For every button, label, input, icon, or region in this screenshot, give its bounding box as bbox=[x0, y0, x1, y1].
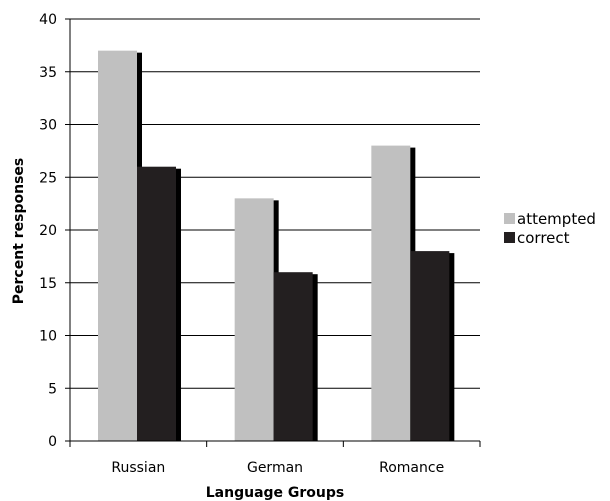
y-tick-label-35: 35 bbox=[39, 65, 57, 81]
bar-attempted-russian bbox=[98, 50, 137, 442]
legend-label-correct: correct bbox=[517, 229, 570, 247]
bar-correct-russian bbox=[137, 166, 176, 441]
y-tick-label-25: 25 bbox=[39, 170, 57, 186]
legend-swatch-attempted bbox=[504, 213, 515, 224]
bar-attempted-romance bbox=[371, 145, 411, 441]
y-tick-label-10: 10 bbox=[39, 329, 57, 345]
x-tick-label-german: German bbox=[247, 460, 303, 476]
bars bbox=[98, 50, 455, 442]
bar-shadow-correct-german bbox=[311, 274, 318, 441]
x-tick-labels: Russian German Romance bbox=[111, 460, 444, 476]
y-tick-label-15: 15 bbox=[39, 276, 57, 292]
y-tick-label-5: 5 bbox=[48, 381, 57, 397]
bar-shadow-correct-russian bbox=[175, 168, 181, 441]
y-axis-title: Percent responses bbox=[11, 158, 27, 305]
y-tick-labels: 0 5 10 15 20 25 30 35 40 bbox=[39, 12, 57, 450]
legend-label-attempted: attempted bbox=[517, 210, 596, 228]
bar-correct-german bbox=[273, 272, 313, 441]
x-tick-label-russian: Russian bbox=[111, 460, 165, 476]
bar-correct-romance bbox=[410, 251, 450, 441]
bar-shadow-correct-romance bbox=[448, 253, 455, 441]
y-tick-label-0: 0 bbox=[48, 434, 57, 450]
bar-attempted-german bbox=[234, 198, 274, 441]
legend-swatch-correct bbox=[504, 232, 515, 243]
y-tick-label-40: 40 bbox=[39, 12, 57, 28]
x-tick-label-romance: Romance bbox=[379, 460, 444, 476]
y-tick-label-20: 20 bbox=[39, 223, 57, 239]
x-axis-title: Language Groups bbox=[206, 485, 345, 501]
axes bbox=[65, 18, 481, 447]
y-tick-label-30: 30 bbox=[39, 118, 57, 134]
